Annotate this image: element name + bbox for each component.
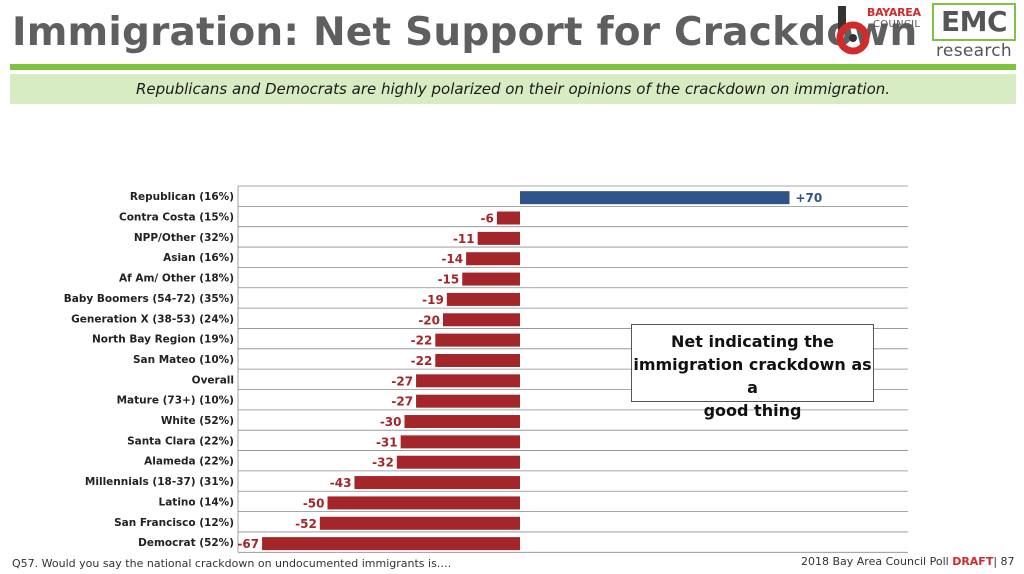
- data-label: -32: [372, 456, 394, 470]
- data-bar: [416, 394, 520, 408]
- category-label: White (52%): [161, 415, 234, 427]
- data-label: -19: [422, 293, 444, 307]
- page-title: Immigration: Net Support for Crackdown: [12, 10, 918, 55]
- data-label: -67: [237, 537, 259, 551]
- data-bar: [327, 496, 520, 510]
- category-label: Latino (14%): [159, 496, 234, 508]
- data-label: +70: [796, 191, 823, 205]
- question-footnote: Q57. Would you say the national crackdow…: [12, 557, 452, 570]
- data-bar: [319, 516, 520, 530]
- data-bar: [354, 476, 520, 490]
- chart-callout-box: Net indicating the immigration crackdown…: [631, 324, 874, 420]
- category-label: North Bay Region (19%): [92, 334, 234, 346]
- data-label: -50: [303, 496, 325, 510]
- category-label: Generation X (38-53) (24%): [71, 313, 234, 325]
- data-label: -22: [411, 354, 433, 368]
- category-label: San Mateo (10%): [133, 354, 234, 366]
- data-label: -27: [391, 374, 413, 388]
- data-label: -43: [330, 476, 352, 490]
- data-bar: [443, 313, 520, 327]
- callout-line-1: Net indicating the: [671, 332, 834, 351]
- data-bar: [462, 272, 520, 286]
- category-label: Baby Boomers (54-72) (35%): [64, 293, 234, 305]
- data-label: -31: [376, 435, 398, 449]
- data-bar: [496, 211, 520, 225]
- data-bar: [477, 231, 520, 245]
- data-bar: [400, 435, 520, 449]
- data-label: -11: [453, 232, 475, 246]
- poll-name: 2018 Bay Area Council Poll: [801, 555, 953, 568]
- category-label: Overall: [192, 374, 234, 386]
- poll-source: 2018 Bay Area Council Poll DRAFT| 87: [801, 555, 1015, 568]
- data-label: -14: [441, 252, 463, 266]
- page-subtitle: Republicans and Democrats are highly pol…: [10, 74, 1016, 104]
- research-logo-text: research: [936, 41, 1012, 61]
- data-bar: [520, 191, 790, 205]
- data-label: -30: [380, 415, 402, 429]
- bay-area-council-logo: BAYAREA COUNCIL: [835, 4, 927, 56]
- data-bar: [466, 252, 520, 266]
- data-label: -6: [481, 212, 494, 226]
- page-number: | 87: [993, 555, 1015, 568]
- emc-research-logo: EMC research: [932, 3, 1016, 61]
- council-logo-text: COUNCIL: [873, 19, 921, 30]
- category-label: Millennials (18-37) (31%): [85, 476, 234, 488]
- data-label: -20: [418, 313, 440, 327]
- data-bar: [416, 374, 520, 388]
- category-label: Alameda (22%): [144, 456, 234, 468]
- data-bar: [396, 455, 520, 469]
- data-bar: [446, 292, 520, 306]
- category-label: Contra Costa (15%): [119, 212, 234, 224]
- category-label: NPP/Other (32%): [134, 232, 234, 244]
- data-label: -15: [438, 273, 460, 287]
- bay-area-logo-text: BAYAREA: [867, 6, 921, 19]
- data-bar: [262, 537, 520, 551]
- category-label: Mature (73+) (10%): [117, 395, 234, 407]
- callout-line-2: immigration crackdown as a: [633, 355, 872, 397]
- category-label: San Francisco (12%): [114, 517, 234, 529]
- data-label: -52: [295, 517, 317, 531]
- bay-area-council-mark-icon: [836, 6, 870, 55]
- category-label: Democrat (52%): [138, 537, 234, 549]
- data-bar: [435, 353, 520, 367]
- category-label: Republican (16%): [130, 191, 234, 203]
- category-label: Santa Clara (22%): [127, 435, 234, 447]
- data-label: -22: [411, 334, 433, 348]
- draft-label: DRAFT: [952, 555, 994, 568]
- data-bar: [404, 415, 520, 429]
- data-bar: [435, 333, 520, 347]
- data-label: -27: [391, 395, 413, 409]
- header-divider: [10, 64, 1016, 70]
- emc-logo-text: EMC: [932, 3, 1016, 41]
- category-label: Asian (16%): [163, 252, 234, 264]
- category-label: Af Am/ Other (18%): [119, 273, 234, 285]
- callout-line-3: good thing: [703, 401, 802, 420]
